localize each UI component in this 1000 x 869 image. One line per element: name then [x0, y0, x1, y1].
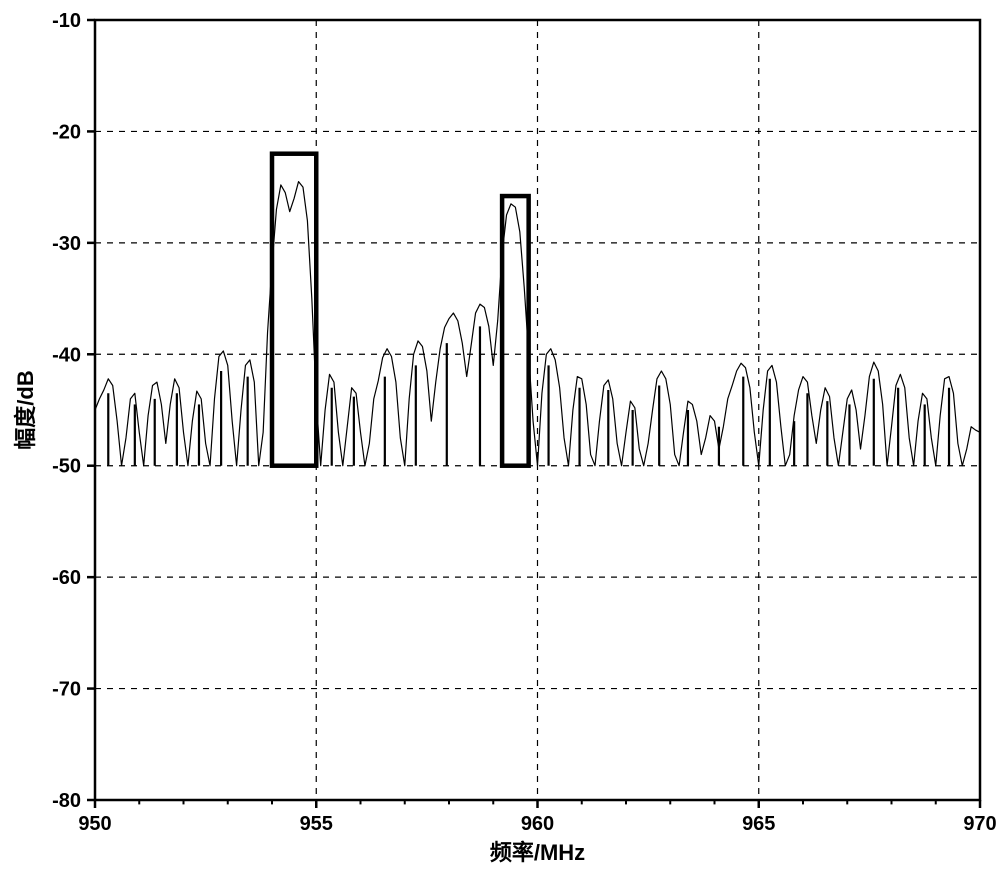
y-tick-label: -40: [52, 344, 81, 366]
x-tick-label: 960: [521, 813, 554, 835]
x-tick-label: 950: [78, 813, 111, 835]
y-axis-title: 幅度/dB: [13, 370, 38, 449]
x-tick-label: 965: [742, 813, 775, 835]
y-tick-label: -70: [52, 679, 81, 701]
chart-svg: 950 955 960 965 970 -80 -70 -60 -50 -40 -30 -20 -10 频…: [0, 0, 1000, 869]
x-axis-title: 频率/MHz: [490, 840, 585, 865]
y-tick-label: -80: [52, 790, 81, 812]
y-tick-label: -10: [52, 10, 81, 32]
x-tick-label: 955: [300, 813, 333, 835]
x-tick-label: 970: [963, 813, 996, 835]
y-tick-label: -50: [52, 456, 81, 478]
y-tick-label: -60: [52, 567, 81, 589]
y-tick-label: -30: [52, 233, 81, 255]
y-tick-label: -20: [52, 121, 81, 143]
spectrum-chart: 950 955 960 965 970 -80 -70 -60 -50 -40 -30 -20 -10 频…: [0, 0, 1000, 869]
